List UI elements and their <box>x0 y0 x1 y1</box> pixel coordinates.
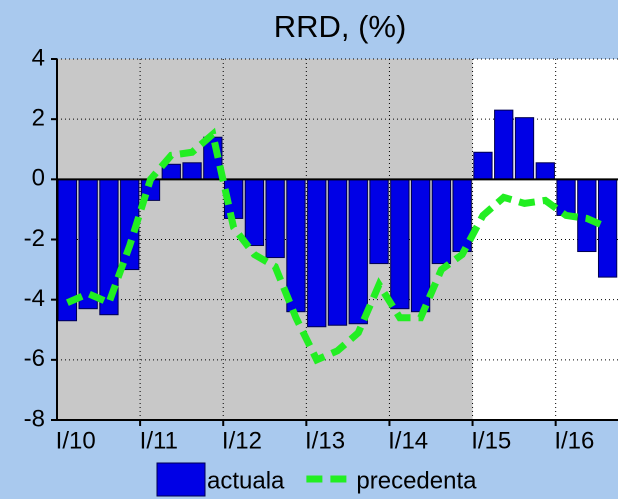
y-tick-label: 2 <box>32 105 45 132</box>
bar <box>265 178 285 259</box>
bar <box>452 178 472 253</box>
legend-label: actuala <box>207 467 285 494</box>
bar <box>286 178 306 313</box>
x-tick-label: I/15 <box>471 427 511 454</box>
y-tick-label: 0 <box>32 165 45 192</box>
bar <box>494 109 514 180</box>
bar <box>244 178 265 247</box>
x-tick-label: I/12 <box>222 427 262 454</box>
bar <box>597 178 618 278</box>
bar <box>410 178 431 313</box>
bar <box>514 117 535 180</box>
y-tick-label: -6 <box>24 345 45 372</box>
bar <box>431 178 452 265</box>
x-tick-label: I/16 <box>554 427 594 454</box>
bar <box>78 178 98 310</box>
y-tick-label: -4 <box>24 285 45 312</box>
y-tick-label: 4 <box>32 44 45 71</box>
x-tick-label: I/11 <box>140 427 178 454</box>
chart-title: RRD, (%) <box>274 9 407 44</box>
legend-swatch <box>156 462 206 497</box>
y-tick-label: -8 <box>24 405 45 432</box>
legend-label: precedenta <box>356 467 477 494</box>
x-tick-label: I/13 <box>305 427 345 454</box>
bar <box>535 162 555 180</box>
x-tick-label: I/10 <box>56 427 96 454</box>
bar <box>390 178 410 310</box>
bar <box>348 178 368 325</box>
bar <box>556 178 576 216</box>
bar <box>473 151 493 180</box>
bar <box>327 178 348 326</box>
y-tick-label: -2 <box>24 225 45 252</box>
bar <box>369 178 389 265</box>
shaded-region <box>57 59 473 420</box>
bar <box>182 162 202 180</box>
bar <box>307 178 327 328</box>
line <box>65 127 610 365</box>
x-tick-label: I/14 <box>388 427 428 454</box>
